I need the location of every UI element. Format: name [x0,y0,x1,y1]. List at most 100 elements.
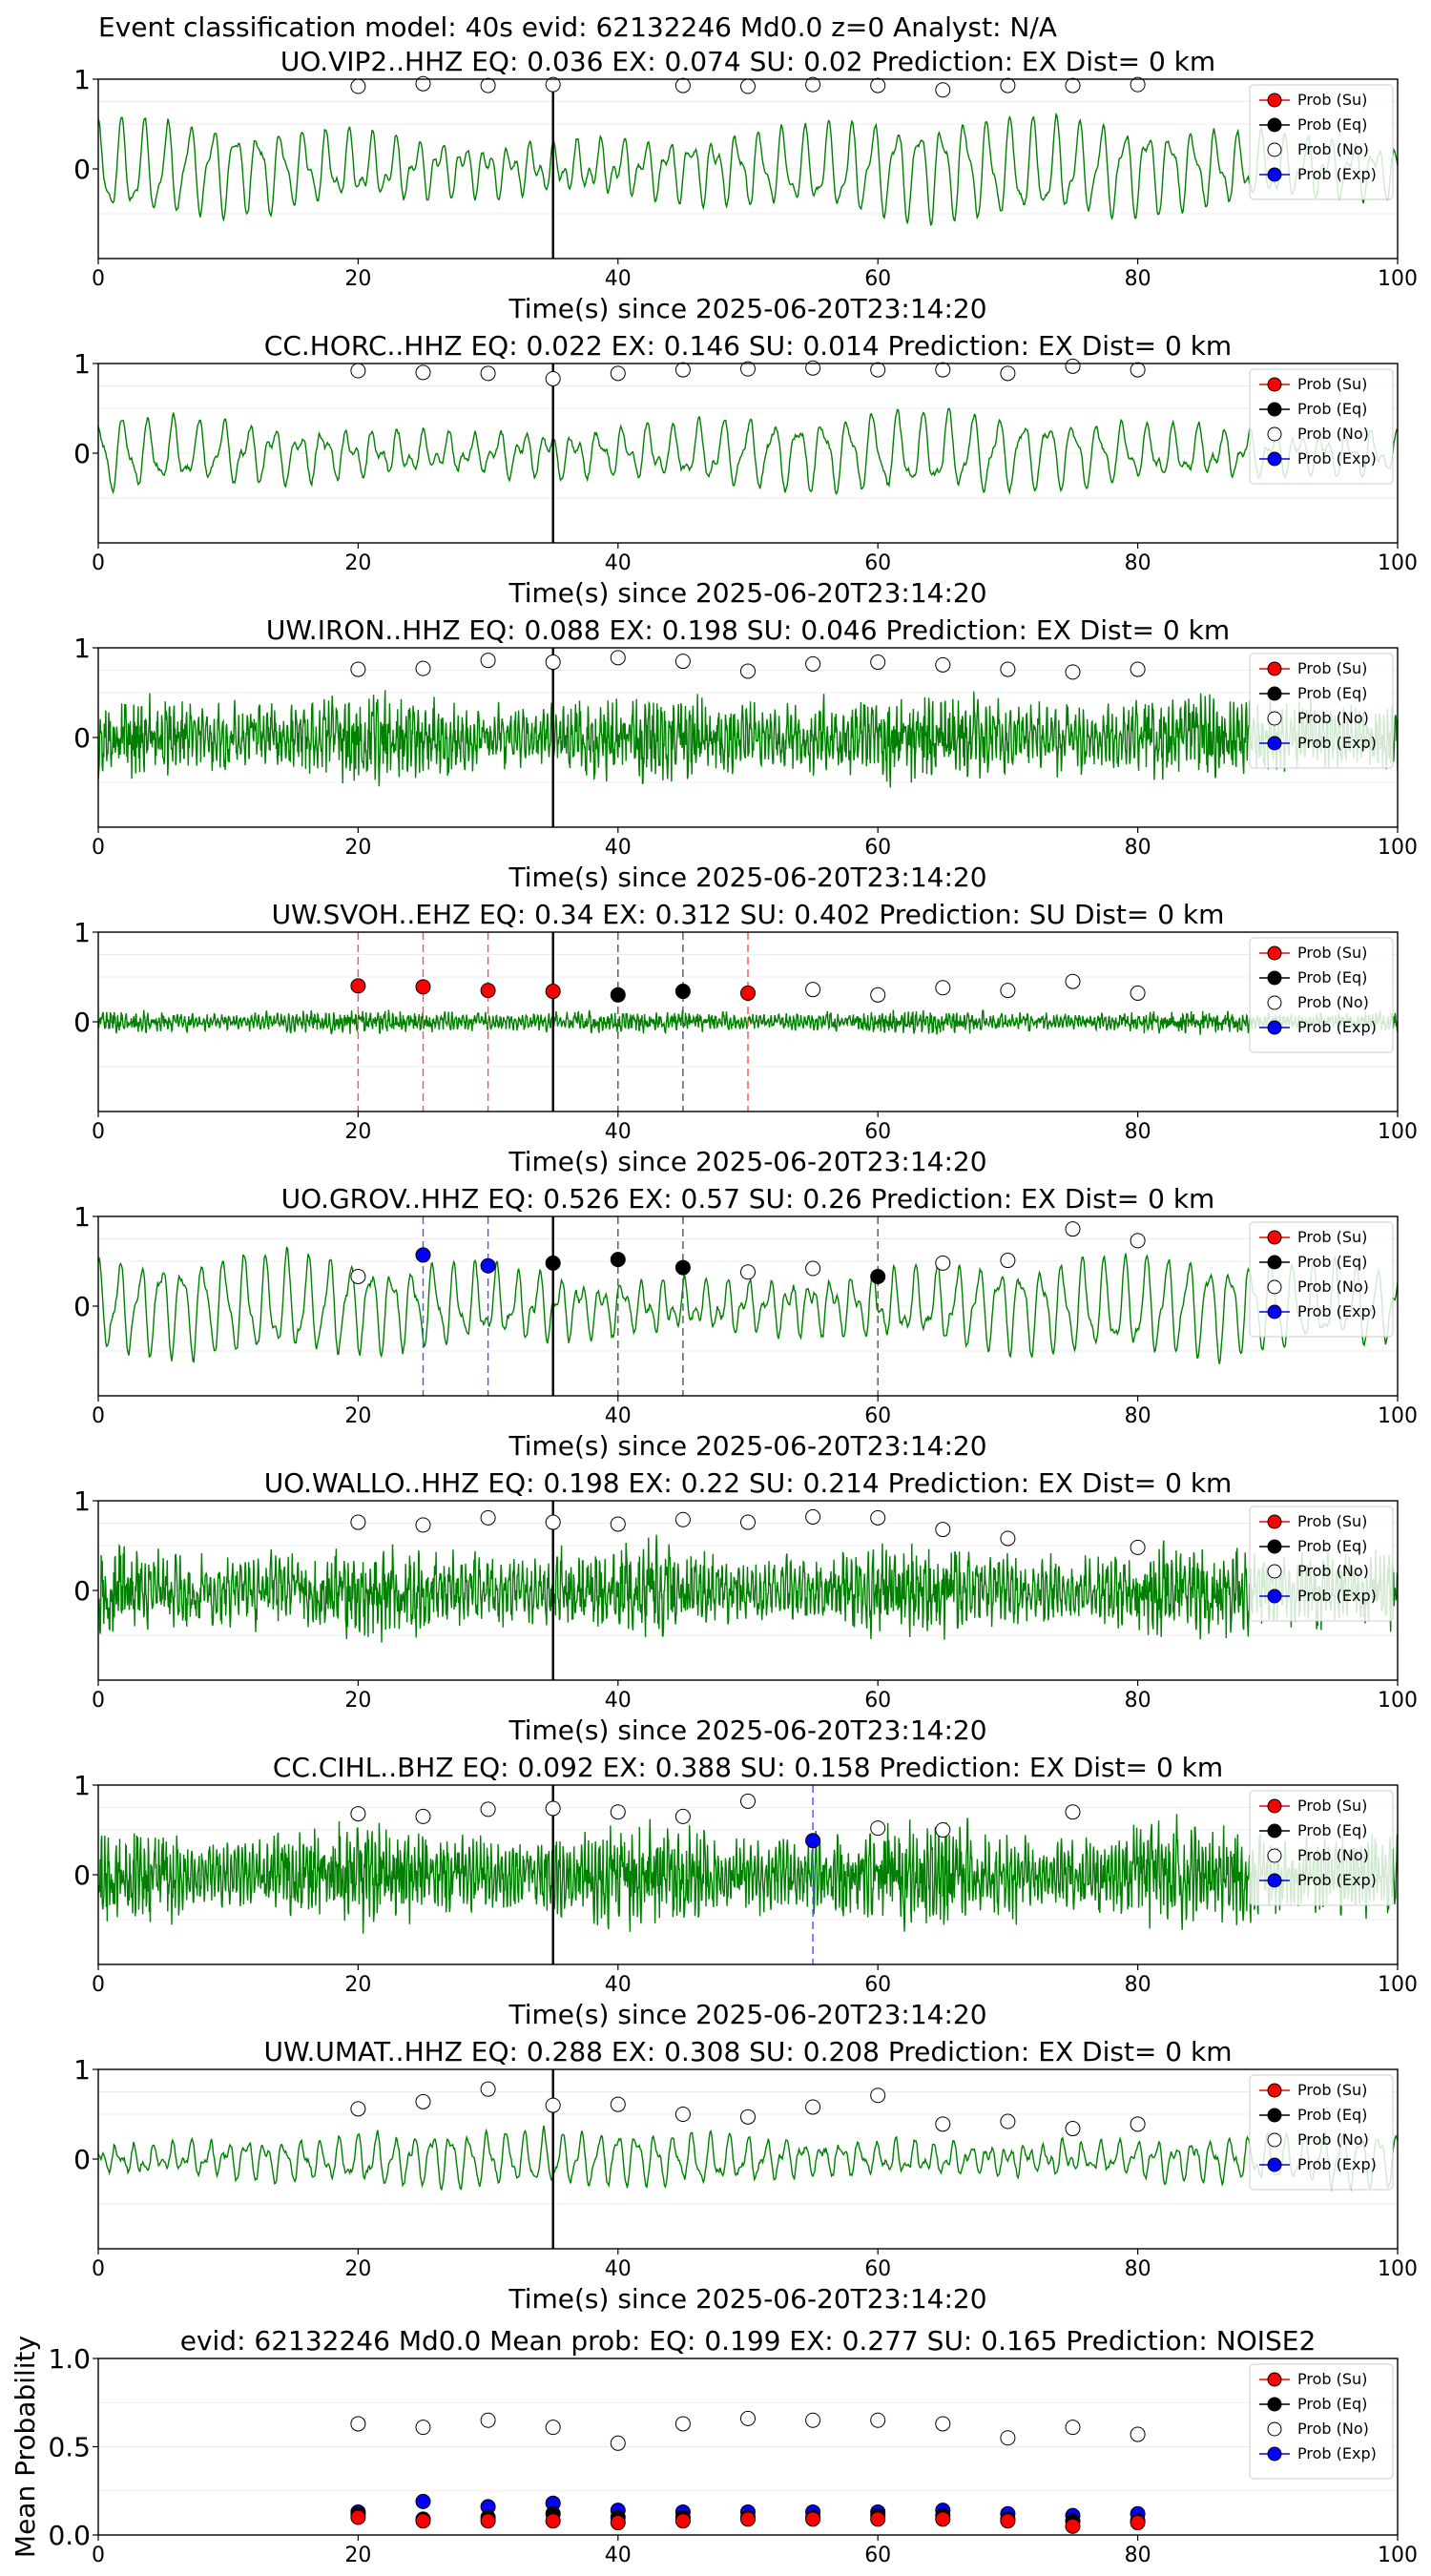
prob-point-no [415,1517,431,1533]
mean-prob-point-su [545,2513,561,2529]
prob-point-no [350,78,366,94]
x-tick-label: 20 [344,2257,371,2281]
prob-point-no [740,1793,756,1809]
y-tick-label: 0 [73,1575,91,1607]
legend-marker [1267,945,1282,961]
x-tick-label: 0 [92,1120,105,1144]
legend-label: Prob (Eq) [1297,684,1367,702]
x-tick-label: 60 [864,1689,891,1713]
mean-prob-point-su [740,2511,756,2527]
prob-point-no [870,1820,886,1837]
prob-point-no [350,2101,366,2117]
legend-marker [1267,2083,1282,2098]
y-tick-label: 0 [73,1291,91,1322]
prob-point-no [1065,664,1081,680]
legend-label: Prob (Exp) [1297,449,1377,467]
x-tick-label: 100 [1378,1973,1418,1997]
legend-label: Prob (No) [1297,1278,1369,1296]
prob-point-no [674,77,691,93]
legend-marker [1267,1279,1282,1295]
mean-prob-point-su [1130,2515,1146,2531]
x-tick-label: 60 [864,267,891,291]
mean-prob-point-no [415,2420,431,2436]
panel-5: UO.GROV..HHZ EQ: 0.526 EX: 0.57 SU: 0.26… [73,1183,1418,1462]
legend-marker [1267,1255,1282,1270]
legend-marker [1267,1514,1282,1529]
y-tick-label: 0 [73,1859,91,1891]
legend-marker [1267,451,1282,467]
legend-box [1249,2074,1394,2191]
x-tick-label: 0 [92,551,105,575]
axes-frame [97,78,1399,260]
x-tick-label: 80 [1125,551,1151,575]
prob-point-no [480,1509,496,1526]
prob-point-no [1130,1233,1146,1249]
waveform-trace [98,1534,1398,1643]
waveform-trace [98,407,1398,495]
prob-point-no [805,655,821,672]
x-tick-label: 100 [1378,2544,1418,2567]
panel-1: UO.VIP2..HHZ EQ: 0.036 EX: 0.074 SU: 0.0… [73,46,1418,324]
legend-label: Prob (Su) [1297,944,1367,962]
prob-point-no [1000,661,1016,677]
legend-marker [1267,711,1282,726]
x-tick-label: 20 [344,267,371,291]
prob-point-eq [610,987,626,1003]
prob-point-no [1130,1539,1146,1555]
panel-title: evid: 62132246 Md0.0 Mean prob: EQ: 0.19… [180,2325,1317,2357]
prob-point-su [480,983,496,999]
legend-marker [1267,377,1282,392]
mean-prob-point-su [674,2513,691,2529]
x-tick-label: 80 [1125,836,1151,860]
legend-label: Prob (Eq) [1297,1537,1367,1555]
prob-point-no [740,2109,756,2125]
legend-marker [1267,142,1282,157]
y-tick-label: 0 [73,2144,91,2175]
prob-point-no [415,364,431,381]
y-tick-label: 1 [73,64,91,95]
prob-point-no [480,77,496,93]
mean-prob-point-su [805,2511,821,2527]
x-tick-label: 60 [864,1973,891,1997]
prob-point-no [805,1260,821,1277]
waveform-trace [98,2125,1398,2192]
legend-label: Prob (Su) [1297,375,1367,393]
x-tick-label: 60 [864,836,891,860]
axes-frame [97,647,1399,828]
panel-title: UW.UMAT..HHZ EQ: 0.288 EX: 0.308 SU: 0.2… [264,2036,1233,2067]
mean-prob-point-no [350,2416,366,2432]
prob-point-no [350,363,366,379]
prob-point-no [1065,2121,1081,2137]
prob-point-no [1130,76,1146,93]
prob-point-no [1065,1221,1081,1237]
prob-point-no [610,365,626,382]
legend-marker [1267,426,1282,442]
mean-prob-point-no [674,2416,691,2432]
mean-prob-point-no [935,2416,951,2432]
legend-label: Prob (Eq) [1297,1253,1367,1271]
prob-point-no [935,1822,951,1838]
x-tick-label: 80 [1125,267,1151,291]
waveform-trace [98,112,1398,227]
panel-2: CC.HORC..HHZ EQ: 0.022 EX: 0.146 SU: 0.0… [73,330,1418,609]
x-tick-label: 20 [344,1120,371,1144]
panel-7: CC.CIHL..BHZ EQ: 0.092 EX: 0.388 SU: 0.1… [73,1752,1418,2030]
legend-label: Prob (Eq) [1297,2106,1367,2124]
legend-label: Prob (No) [1297,1846,1369,1864]
legend-label: Prob (Eq) [1297,400,1367,418]
legend-marker [1267,736,1282,751]
prob-point-no [350,1514,366,1530]
prob-point-no [935,82,951,98]
prob-point-no [740,1514,756,1530]
legend-marker [1267,1230,1282,1245]
legend-label: Prob (Su) [1297,1512,1367,1530]
x-tick-label: 100 [1378,267,1418,291]
x-tick-label: 40 [605,551,632,575]
prob-point-no [1065,973,1081,989]
waveform-trace [98,1814,1398,1934]
prob-point-no [1065,77,1081,93]
y-tick-label: 1 [73,1201,91,1233]
x-axis-label: Time(s) since 2025-06-20T23:14:20 [508,2283,986,2315]
legend-label: Prob (Eq) [1297,968,1367,987]
x-tick-label: 20 [344,836,371,860]
